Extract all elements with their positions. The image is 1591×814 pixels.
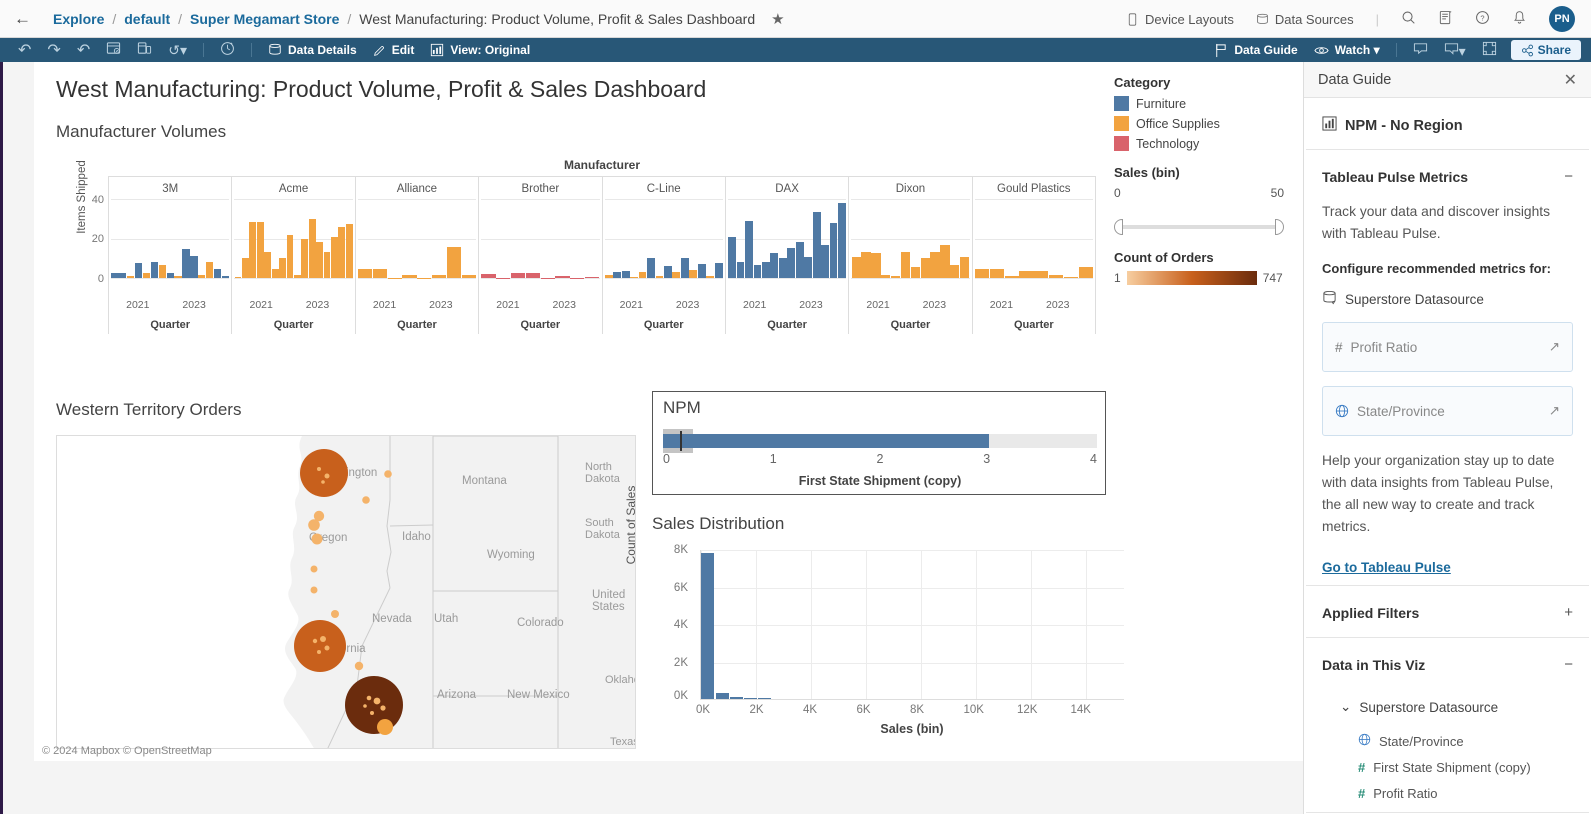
svg-text:Montana: Montana — [462, 475, 507, 487]
svg-text:Texas: Texas — [610, 736, 636, 748]
svg-text:Wyoming: Wyoming — [487, 549, 535, 561]
svg-text:New Mexico: New Mexico — [507, 689, 570, 701]
svg-text:Utah: Utah — [434, 613, 458, 625]
svg-text:South: South — [585, 517, 614, 529]
svg-text:Dakota: Dakota — [585, 529, 621, 541]
svg-text:Arizona: Arizona — [437, 689, 477, 701]
svg-text:North: North — [585, 461, 612, 473]
svg-text:Dakota: Dakota — [585, 473, 621, 485]
svg-text:?: ? — [1480, 13, 1484, 22]
svg-text:Oklahoma: Oklahoma — [605, 674, 636, 686]
svg-text:Colorado: Colorado — [517, 617, 564, 629]
svg-text:Nevada: Nevada — [372, 613, 412, 625]
svg-text:United: United — [592, 589, 625, 601]
svg-text:Idaho: Idaho — [402, 531, 431, 543]
svg-text:States: States — [592, 601, 625, 613]
